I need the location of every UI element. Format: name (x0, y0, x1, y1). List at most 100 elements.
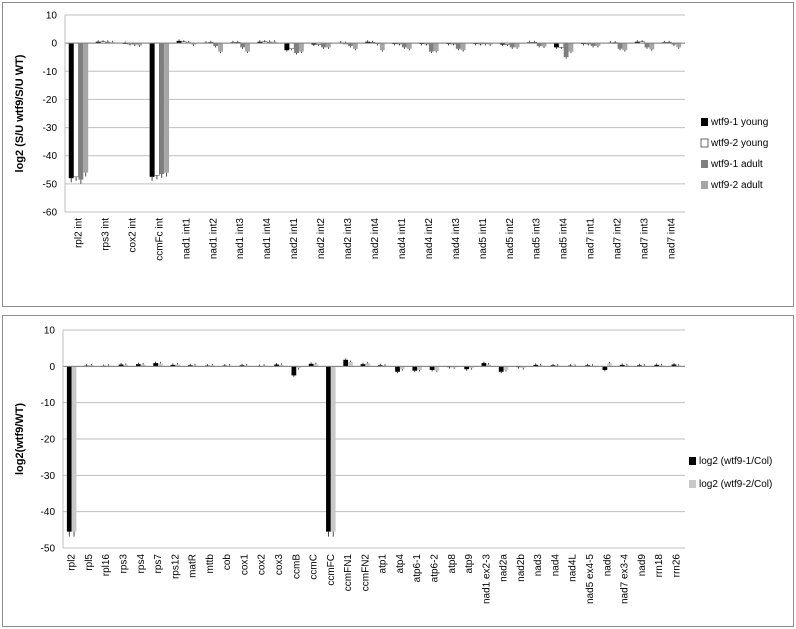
y-tick-label: -20 (41, 435, 56, 446)
x-category-label: nad7 ex3-4 (620, 554, 631, 604)
bar-wtf9-1-young-nad2-int1 (284, 43, 290, 51)
bar-log2-wtf9-1-col-ccmc (308, 363, 314, 367)
bar-wtf9-1-adult-nad1-int4 (267, 41, 273, 44)
bar-log2-wtf9-2-col-nad7-ex3-4 (624, 365, 630, 367)
y-tick-label: 10 (46, 11, 58, 22)
legend-swatch-log2-wtf9-1-col (689, 457, 696, 465)
bar-wtf9-2-adult-nad2-int1 (298, 43, 304, 52)
bar-log2-wtf9-1-col-atp6-1 (412, 366, 418, 371)
bar-wtf9-2-young-ccmfc-int (154, 42, 160, 176)
y-tick-label: -60 (43, 208, 58, 219)
bar-wtf9-2-adult-nad4-int1 (406, 43, 412, 49)
bar-wtf9-2-adult-nad5-int2 (514, 43, 520, 48)
bar-wtf9-1-adult-nad2-int2 (321, 43, 326, 48)
x-category-label: nad2 int2 (316, 218, 327, 260)
x-category-label: ccmC (309, 554, 320, 580)
legend-label-log2-wtf9-2-col: log2 (wtf9-2/Col) (699, 479, 772, 490)
bar-wtf9-1-adult-rpl2-int (78, 43, 84, 180)
bar-log2-wtf9-2-col-ccmfn1 (348, 361, 353, 367)
x-category-label: nad2 int1 (289, 218, 300, 260)
bar-wtf9-1-adult-nad1-int2 (213, 43, 219, 46)
x-category-label: rps4 (136, 554, 147, 574)
bar-wtf9-2-adult-nad4-int3 (460, 43, 466, 51)
bar-wtf9-1-young-nad7-int3 (634, 41, 640, 44)
x-category-label: nad1 int2 (208, 218, 219, 260)
y-tick-label: -30 (43, 123, 58, 134)
bar-log2-wtf9-2-col-ccmfc (330, 366, 336, 532)
bar-log2-wtf9-2-col-nad3 (538, 365, 543, 367)
bar-log2-wtf9-1-col-nad1-ex2-3 (481, 363, 487, 367)
x-category-label: rpl5 (84, 554, 95, 571)
bar-wtf9-2-adult-nad7-int4 (676, 43, 682, 48)
bar-log2-wtf9-2-col-rps3 (123, 364, 129, 367)
bar-wtf9-1-young-nad2-int4 (365, 41, 371, 44)
bar-wtf9-2-young-nad2-int1 (289, 42, 295, 50)
bar-log2-wtf9-1-col-atp6-2 (429, 366, 435, 370)
bar-log2-wtf9-2-col-atp6-2 (434, 366, 440, 371)
bar-log2-wtf9-1-col-ccmfn1 (343, 359, 349, 367)
x-category-label: ccmFN1 (343, 554, 354, 592)
x-category-label: nad4 int3 (451, 218, 462, 260)
bar-log2-wtf9-1-col-nad7-ex3-4 (619, 364, 625, 367)
bar-log2-wtf9-2-col-rps12 (175, 364, 181, 367)
bar-log2-wtf9-1-col-rpl2 (66, 366, 72, 532)
bar-wtf9-2-adult-nad1-int1 (191, 43, 197, 45)
bar-log2-wtf9-2-col-atp4 (399, 366, 405, 370)
x-category-label: atp8 (447, 554, 458, 574)
y-tick-label: -10 (43, 67, 58, 78)
x-category-label: nad5 int2 (505, 218, 516, 260)
bar-wtf9-2-young-nad5-int4 (558, 42, 564, 48)
bar-log2-wtf9-1-col-nad4 (550, 365, 556, 367)
x-category-label: nad1 int4 (262, 218, 273, 260)
bar-log2-wtf9-2-col-nad2b (520, 366, 526, 369)
bar-log2-wtf9-2-col-matr (192, 365, 198, 367)
transcript-levels-chart: 10 0 -10 -20 -30 -40 -50 rpl2 rpl5 rpl16 rps3 rps4 r… (14, 326, 772, 605)
bar-wtf9-2-adult-nad7-int3 (649, 43, 655, 50)
legend-label-log2-wtf9-1-col: log2 (wtf9-1/Col) (699, 456, 772, 467)
legend-swatch-wtf9-1-young (701, 118, 708, 126)
chart-panel-intron-splicing: 10 0 -10 -20 -30 -40 -50 -60 rpl2 int rps3 int cox… (2, 2, 794, 307)
x-category-label: atp6-2 (429, 554, 440, 583)
x-category-label: cox1 (239, 554, 250, 576)
bar-wtf9-1-adult-nad7-int1 (590, 43, 596, 46)
bar-wtf9-1-adult-nad7-int4 (671, 43, 677, 45)
x-category-label: ccmB (291, 554, 302, 579)
bar-wtf9-1-adult-nad2-int1 (294, 43, 299, 53)
y-tick-label: -10 (41, 398, 56, 409)
legend-label-wtf9-1-adult: wtf9-1 adult (710, 159, 763, 170)
bar-wtf9-2-young-rpl2-int (73, 42, 79, 178)
bar-log2-wtf9-2-col-rps7 (158, 363, 163, 367)
x-category-label: nad7 int1 (586, 218, 597, 260)
bar-log2-wtf9-2-col-rps4 (140, 364, 146, 367)
bar-wtf9-1-adult-nad4-int1 (401, 43, 407, 48)
bar-wtf9-1-adult-nad7-int2 (617, 43, 623, 49)
bar-wtf9-1-young-rpl2-int (68, 43, 74, 179)
legend-label-wtf9-2-young: wtf9-2 young (710, 138, 768, 149)
bar-log2-wtf9-1-col-rps7 (153, 363, 159, 367)
x-category-label: rpl2 int (73, 218, 84, 248)
bar-log2-wtf9-2-col-atp8 (451, 366, 457, 368)
x-category-label: rps12 (170, 554, 181, 579)
bar-wtf9-2-adult-nad1-int3 (245, 43, 250, 52)
bar-log2-wtf9-1-col-rps3 (118, 364, 124, 367)
x-category-label: nad4 int1 (397, 218, 408, 260)
x-category-label: atp4 (395, 554, 406, 574)
bar-wtf9-1-adult-nad7-int3 (644, 43, 650, 48)
bar-log2-wtf9-2-col-rpl2 (71, 366, 77, 532)
intron-splicing-chart: 10 0 -10 -20 -30 -40 -50 -60 rpl2 int rps3 int cox… (14, 11, 768, 261)
x-category-label: mttb (205, 554, 216, 574)
bar-log2-wtf9-2-col-nad1-ex2-3 (486, 364, 492, 367)
y-tick-label: -40 (41, 507, 56, 518)
y-axis-title: log2(wtf9/WT) (14, 403, 26, 475)
y-tick-label: 0 (51, 39, 57, 50)
legend-swatch-wtf9-2-young (700, 138, 709, 148)
x-category-label: rrn26 (671, 554, 682, 578)
x-category-label: matR (188, 554, 199, 578)
y-tick-label: 10 (44, 326, 56, 337)
x-category-label: atp6-1 (412, 554, 423, 583)
x-category-label: rrn18 (654, 554, 665, 578)
bar-log2-wtf9-1-col-atp9 (464, 366, 470, 370)
x-category-label: rps7 (153, 554, 164, 574)
x-category-label: nad5 int4 (559, 218, 570, 260)
bar-log2-wtf9-1-col-nad9 (637, 365, 642, 367)
